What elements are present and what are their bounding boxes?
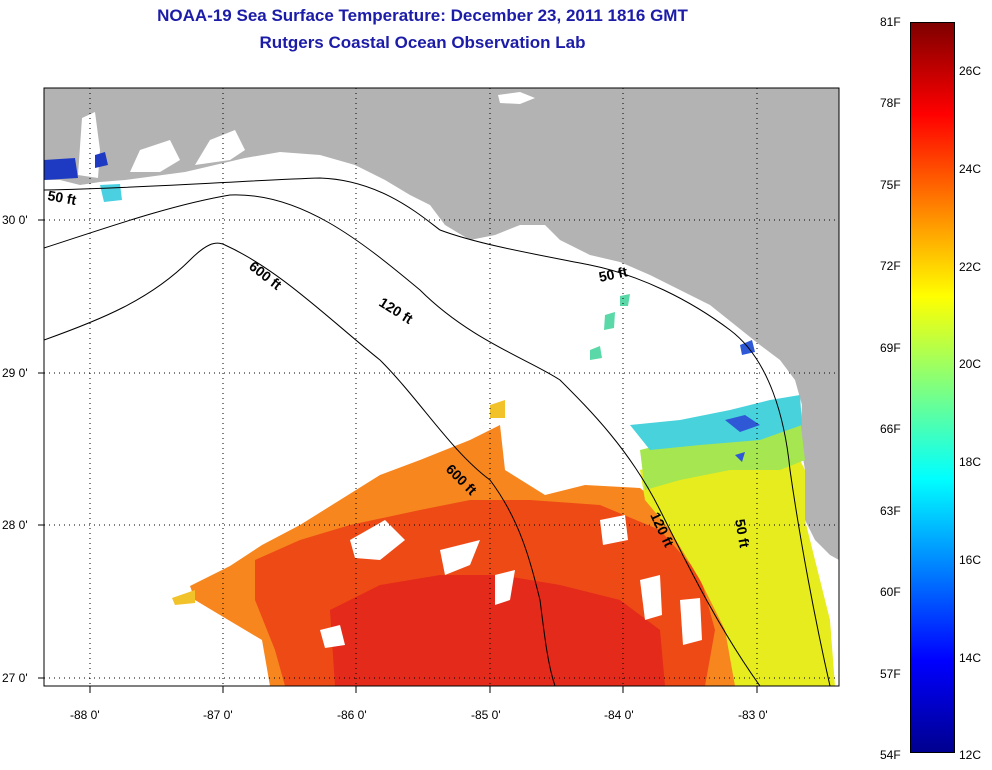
colorbar-f-label: 72F xyxy=(880,259,901,273)
colorbar-f-label: 69F xyxy=(880,341,901,355)
colorbar-f-label: 78F xyxy=(880,96,901,110)
sst-core-region xyxy=(330,575,665,686)
colorbar-f-label: 54F xyxy=(880,748,901,762)
lon-tick-label: -86 0' xyxy=(337,708,367,722)
colorbar-c-label: 18C xyxy=(959,455,982,469)
contour-label: 50 ft xyxy=(46,187,77,208)
lat-tick-label: 28 0' xyxy=(2,518,28,532)
lake-okeechobee xyxy=(498,92,535,104)
colorbar-c-label: 14C xyxy=(959,651,982,665)
bay-pensacola xyxy=(130,140,180,172)
lat-tick-label: 29 0' xyxy=(2,366,28,380)
contour-50ft xyxy=(44,177,831,686)
bay-choctaw xyxy=(195,130,245,165)
colorbar-c-label: 22C xyxy=(959,260,982,274)
map-subtitle: Rutgers Coastal Ocean Observation Lab xyxy=(259,33,586,52)
colorbar-c-label: 12C xyxy=(959,748,982,762)
colorbar-c-label: 24C xyxy=(959,162,982,176)
colorbar-c-label: 26C xyxy=(959,64,982,78)
colorbar-c-label: 16C xyxy=(959,553,982,567)
cloud-gap xyxy=(680,598,702,645)
sst-cyan-small xyxy=(590,294,630,360)
lat-tick-label: 27 0' xyxy=(2,671,28,685)
contour-label: 50 ft xyxy=(732,518,753,549)
lon-tick-label: -83 0' xyxy=(738,708,768,722)
lon-tick-label: -87 0' xyxy=(203,708,233,722)
temperature-colorbar xyxy=(910,22,955,753)
land-area xyxy=(44,88,839,560)
colorbar-f-label: 75F xyxy=(880,178,901,192)
cloud-gap xyxy=(350,520,405,560)
cloud-gap xyxy=(495,570,515,605)
map-title: NOAA-19 Sea Surface Temperature: Decembe… xyxy=(157,6,688,25)
colorbar-f-label: 57F xyxy=(880,667,901,681)
colorbar-f-label: 66F xyxy=(880,422,901,436)
colorbar-f-label: 81F xyxy=(880,15,901,29)
colorbar-f-label: 60F xyxy=(880,585,901,599)
lon-tick-label: -85 0' xyxy=(471,708,501,722)
contour-600ft xyxy=(44,242,556,686)
sst-shelf-region xyxy=(640,440,835,686)
sst-north-blue xyxy=(44,152,108,180)
colorbar-c-label: 20C xyxy=(959,357,982,371)
cloud-gap xyxy=(640,575,662,620)
lon-tick-label: -88 0' xyxy=(70,708,100,722)
contour-120ft xyxy=(44,194,761,686)
cloud-gap xyxy=(600,515,628,545)
cloud-gap xyxy=(440,540,480,575)
lon-tick-label: -84 0' xyxy=(604,708,634,722)
sst-cyan-region xyxy=(630,395,802,450)
colorbar-f-label: 63F xyxy=(880,504,901,518)
lat-tick-label: 30 0' xyxy=(2,213,28,227)
bay-mobile xyxy=(78,112,100,178)
contour-label: 50 ft xyxy=(597,263,629,285)
axis-ticks xyxy=(38,219,758,693)
cloud-gap xyxy=(320,625,345,648)
map-frame xyxy=(43,87,840,687)
